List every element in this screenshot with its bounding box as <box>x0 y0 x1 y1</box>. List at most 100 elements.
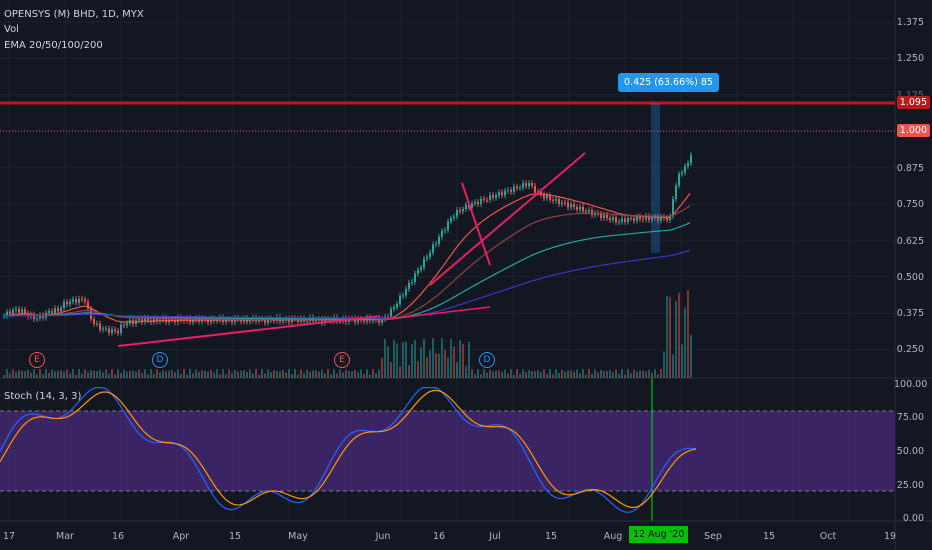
volume-bar <box>198 371 200 378</box>
volume-bar <box>399 366 401 378</box>
candle-body <box>171 319 173 321</box>
volume-bar <box>228 369 230 378</box>
volume-bar <box>270 372 272 378</box>
candle-body <box>477 201 479 205</box>
volume-bar <box>621 369 623 378</box>
volume-bar <box>588 369 590 378</box>
candle-body <box>585 211 587 213</box>
volume-bar <box>567 370 569 378</box>
volume-bar <box>636 371 638 378</box>
volume-bar <box>480 374 482 378</box>
candle-body <box>156 318 158 322</box>
candle-body <box>594 212 596 216</box>
volume-bar <box>303 372 305 378</box>
candle-body <box>573 204 575 208</box>
candle-body <box>207 319 209 323</box>
volume-bar <box>42 374 44 378</box>
volume-bar <box>429 350 431 378</box>
candle-body <box>6 311 8 317</box>
volume-bar <box>246 371 248 378</box>
candle-body <box>576 207 578 210</box>
candle-body <box>420 267 422 270</box>
volume-legend[interactable]: Vol <box>4 24 19 35</box>
volume-bar <box>633 369 635 378</box>
symbol-legend[interactable]: OPENSYS (M) BHD, 1D, MYX <box>4 9 144 20</box>
candle-body <box>435 243 437 245</box>
volume-bar <box>72 369 74 378</box>
volume-bar <box>276 370 278 378</box>
volume-bar <box>309 371 311 378</box>
volume-bar <box>390 362 392 378</box>
volume-bar <box>654 369 656 378</box>
candle-body <box>105 328 107 330</box>
volume-bar <box>192 373 194 378</box>
stoch-legend[interactable]: Stoch (14, 3, 3) <box>4 391 82 402</box>
price-tick: 0.250 <box>896 344 924 355</box>
candle-body <box>603 214 605 218</box>
volume-bar <box>351 371 353 378</box>
volume-bar <box>150 369 152 378</box>
candle-body <box>528 183 530 187</box>
volume-bar <box>258 374 260 378</box>
volume-bar <box>591 373 593 378</box>
candle-body <box>624 218 626 222</box>
candle-body <box>459 209 461 212</box>
candle-body <box>426 257 428 259</box>
volume-bar <box>90 370 92 378</box>
candle-body <box>264 319 266 323</box>
earnings-marker[interactable]: E <box>29 352 45 368</box>
volume-bar <box>111 369 113 378</box>
volume-bar <box>483 369 485 378</box>
volume-bar <box>333 369 335 378</box>
volume-bar <box>33 369 35 378</box>
volume-bar <box>330 374 332 378</box>
volume-bar <box>504 369 506 378</box>
candle-body <box>372 320 374 322</box>
volume-bar <box>348 371 350 378</box>
volume-bar <box>93 370 95 378</box>
candle-body <box>126 323 128 326</box>
ema-line <box>2 249 691 319</box>
volume-bar <box>552 374 554 378</box>
volume-bar <box>537 369 539 378</box>
price-range-measure-label[interactable]: 0.425 (63.66%) 85 <box>618 73 719 92</box>
volume-bar <box>384 338 386 378</box>
volume-bar <box>300 369 302 378</box>
candle-body <box>39 315 41 319</box>
candle-body <box>414 273 416 283</box>
volume-bar <box>81 373 83 378</box>
time-tick: Jul <box>489 531 501 542</box>
volume-bar <box>381 358 383 378</box>
candle-body <box>570 204 572 208</box>
volume-bar <box>570 370 572 378</box>
volume-bar <box>486 372 488 378</box>
candle-body <box>492 195 494 198</box>
candle-body <box>642 219 644 221</box>
candle-body <box>579 206 581 210</box>
volume-bar <box>15 372 17 378</box>
candle-body <box>321 318 323 323</box>
candle-body <box>66 302 68 305</box>
volume-bar <box>18 370 20 378</box>
candle-body <box>513 186 515 192</box>
ema-legend[interactable]: EMA 20/50/100/200 <box>4 40 103 51</box>
candle-body <box>432 244 434 253</box>
volume-bar <box>477 369 479 378</box>
volume-bar <box>240 370 242 378</box>
time-tick: 15 <box>544 531 558 542</box>
earnings-marker[interactable]: E <box>334 352 350 368</box>
volume-bar <box>108 373 110 378</box>
candle-body <box>681 172 683 174</box>
candle-body <box>114 329 116 332</box>
volume-bar <box>648 369 650 378</box>
dividend-marker[interactable]: D <box>479 352 495 368</box>
volume-bar <box>114 374 116 378</box>
volume-bar <box>225 374 227 378</box>
volume-bar <box>66 369 68 378</box>
volume-bar <box>624 374 626 378</box>
candle-body <box>600 213 602 218</box>
volume-bar <box>525 372 527 378</box>
time-tick: 16 <box>111 531 125 542</box>
dividend-marker[interactable]: D <box>152 352 168 368</box>
